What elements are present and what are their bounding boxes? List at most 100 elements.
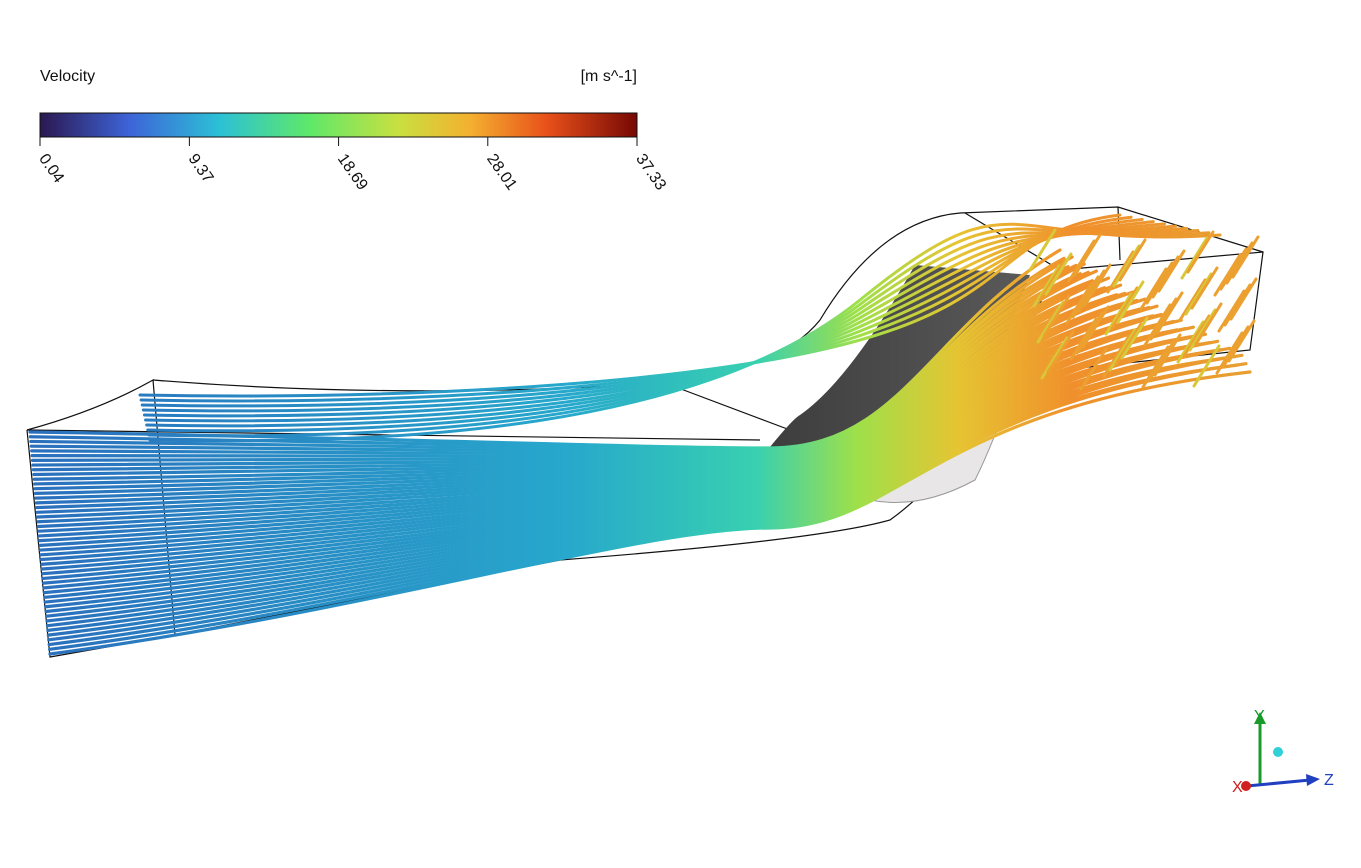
streamlines bbox=[28, 213, 1260, 656]
outlet-streak bbox=[1118, 238, 1147, 282]
outlet-streak bbox=[1219, 247, 1248, 291]
color-bar bbox=[39, 112, 638, 138]
view-dot bbox=[1273, 747, 1283, 757]
outlet-streak bbox=[1139, 267, 1168, 311]
outlet-streak bbox=[1194, 302, 1223, 346]
outlet-streak bbox=[1032, 264, 1061, 308]
streamline bbox=[45, 348, 1224, 623]
outlet-streak bbox=[1153, 333, 1182, 377]
outlet-streak bbox=[1149, 297, 1178, 341]
streamline bbox=[40, 319, 1175, 566]
outlet-streak bbox=[1104, 292, 1133, 336]
streamline bbox=[148, 222, 1222, 443]
streamline bbox=[145, 226, 1189, 428]
streamline bbox=[30, 263, 1078, 457]
outlet-streak bbox=[1227, 319, 1256, 363]
streamline bbox=[39, 311, 1171, 562]
y-arrowhead bbox=[1254, 712, 1266, 724]
outlet-streak bbox=[1145, 261, 1174, 305]
outlet-streak bbox=[1215, 331, 1244, 375]
outlet-streak bbox=[1079, 347, 1108, 391]
outlet-streak bbox=[1188, 308, 1217, 352]
outlet-streak bbox=[1044, 252, 1073, 296]
outlet-streak bbox=[1067, 239, 1096, 283]
outlet-streak bbox=[1075, 311, 1104, 355]
outlet-streak bbox=[1114, 322, 1143, 366]
streamline bbox=[29, 255, 1074, 455]
outlet-streak bbox=[1176, 320, 1205, 364]
streamline bbox=[30, 262, 1086, 462]
streamline bbox=[33, 276, 1111, 491]
outlet-streak bbox=[1141, 345, 1170, 389]
streamline bbox=[37, 305, 1151, 538]
streamline bbox=[42, 325, 1195, 590]
x-label: X bbox=[1232, 779, 1243, 796]
streamline bbox=[46, 355, 1236, 637]
outlet-streak bbox=[1030, 306, 1059, 350]
outlet-streak bbox=[1112, 244, 1141, 288]
outlet-streak bbox=[1217, 289, 1246, 333]
outlet-streak bbox=[1143, 303, 1172, 347]
legend-tick-label: 9.37 bbox=[185, 151, 217, 186]
streamline bbox=[142, 222, 1166, 418]
outlet-streak bbox=[1106, 250, 1135, 294]
outlet-streak bbox=[1046, 330, 1075, 374]
outlet-streak bbox=[1157, 249, 1186, 293]
outlet-streak bbox=[1225, 241, 1254, 285]
x-axis-dot bbox=[1241, 781, 1251, 791]
outlet-streak bbox=[1038, 258, 1067, 302]
streamline bbox=[36, 298, 1139, 524]
outlet-streak bbox=[1042, 294, 1071, 338]
streamline bbox=[41, 318, 1183, 576]
legend-tick-label: 0.04 bbox=[35, 151, 67, 186]
outlet-streak bbox=[1034, 342, 1063, 386]
streamline bbox=[41, 326, 1187, 581]
outlet-streak bbox=[1036, 300, 1065, 344]
outlet-streak bbox=[1190, 266, 1219, 310]
legend-tick-label: 37.33 bbox=[632, 151, 669, 194]
z-axis-arrow bbox=[1246, 778, 1311, 788]
outlet-streak bbox=[1231, 235, 1260, 279]
streamline bbox=[48, 370, 1252, 656]
streamline bbox=[44, 339, 1220, 618]
streamline bbox=[31, 270, 1090, 467]
outlet-streak bbox=[1083, 263, 1112, 307]
outlet-streak bbox=[1192, 344, 1221, 388]
outlet-streak bbox=[1065, 281, 1094, 325]
streamline bbox=[35, 291, 1127, 510]
streamline bbox=[37, 297, 1147, 533]
z-label: Z bbox=[1324, 772, 1334, 789]
outlet-streak bbox=[1116, 280, 1145, 324]
streamline bbox=[47, 362, 1248, 651]
streamline bbox=[146, 229, 1200, 433]
axis-triad: Y Z X bbox=[1232, 708, 1334, 796]
streamline bbox=[39, 312, 1163, 552]
outlet-streak bbox=[1155, 291, 1184, 335]
outlet-streak bbox=[1147, 339, 1176, 383]
streamline bbox=[43, 332, 1208, 604]
outlet-streak bbox=[1073, 233, 1102, 277]
outlet-streak bbox=[1081, 305, 1110, 349]
streamline bbox=[42, 333, 1200, 595]
outlet-streak bbox=[1120, 316, 1149, 360]
z-arrowhead bbox=[1306, 774, 1320, 786]
streamline bbox=[147, 227, 1211, 438]
outlet-streak bbox=[1069, 317, 1098, 361]
outlet-streak bbox=[1040, 336, 1069, 380]
streamline bbox=[32, 277, 1103, 481]
streamline bbox=[47, 353, 1244, 647]
streamline bbox=[144, 224, 1178, 423]
outlet-streak bbox=[1182, 314, 1211, 358]
streamline bbox=[33, 284, 1115, 496]
outlet-streak bbox=[1028, 228, 1057, 272]
outlet-streak bbox=[1071, 275, 1100, 319]
streamline bbox=[36, 290, 1135, 519]
outlet-streak bbox=[1108, 328, 1137, 372]
outlet-streak bbox=[1178, 278, 1207, 322]
outlet-streak bbox=[1102, 334, 1131, 378]
streamline bbox=[46, 346, 1232, 632]
streamline bbox=[34, 283, 1123, 505]
outlet-streak bbox=[1077, 269, 1106, 313]
outlet-streak bbox=[1180, 236, 1209, 280]
